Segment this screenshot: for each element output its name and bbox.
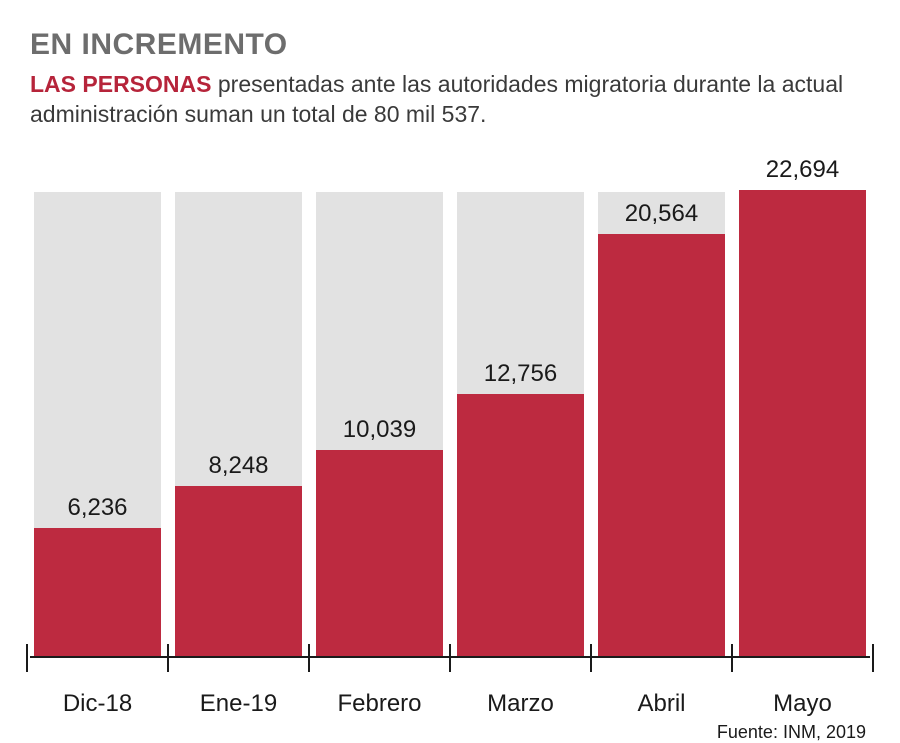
bar-fill: 12,756 bbox=[457, 394, 584, 656]
bar-column: 10,039 bbox=[316, 160, 443, 656]
bar-column: 6,236 bbox=[34, 160, 161, 656]
bar-column: 20,564 bbox=[598, 160, 725, 656]
bar-fill: 22,694 bbox=[739, 190, 866, 656]
bar-fill: 10,039 bbox=[316, 450, 443, 656]
bar-value-label: 20,564 bbox=[598, 200, 725, 234]
x-axis-label: Dic-18 bbox=[34, 690, 161, 718]
bar-column: 12,756 bbox=[457, 160, 584, 656]
axis-tick bbox=[590, 644, 592, 672]
x-axis-label: Mayo bbox=[739, 690, 866, 718]
axis-tick bbox=[731, 644, 733, 672]
bar-fill: 6,236 bbox=[34, 528, 161, 656]
bar-value-label: 22,694 bbox=[739, 156, 866, 190]
axis-tick bbox=[167, 644, 169, 672]
x-axis-labels: Dic-18 Ene-19 Febrero Marzo Abril Mayo bbox=[30, 690, 870, 718]
x-axis-label: Abril bbox=[598, 690, 725, 718]
x-axis-label: Ene-19 bbox=[175, 690, 302, 718]
bar-value-label: 12,756 bbox=[457, 360, 584, 394]
chart-title: EN INCREMENTO bbox=[30, 28, 870, 62]
axis-ticks bbox=[30, 658, 870, 684]
source-citation: Fuente: INM, 2019 bbox=[30, 722, 870, 743]
bar-fill: 20,564 bbox=[598, 234, 725, 656]
x-axis-label: Febrero bbox=[316, 690, 443, 718]
bar-value-label: 10,039 bbox=[316, 416, 443, 450]
axis-tick bbox=[449, 644, 451, 672]
plot-area: 6,2368,24810,03912,75620,56422,694 bbox=[30, 160, 870, 658]
bar-column: 22,694 bbox=[739, 160, 866, 656]
axis-tick bbox=[308, 644, 310, 672]
axis-tick bbox=[872, 644, 874, 672]
axis-tick bbox=[26, 644, 28, 672]
x-axis-label: Marzo bbox=[457, 690, 584, 718]
bar-column: 8,248 bbox=[175, 160, 302, 656]
subtitle-emphasis: LAS PERSONAS bbox=[30, 71, 211, 97]
bar-value-label: 8,248 bbox=[175, 452, 302, 486]
chart-container: 6,2368,24810,03912,75620,56422,694 Dic-1… bbox=[30, 160, 870, 718]
bar-value-label: 6,236 bbox=[34, 494, 161, 528]
bar-fill: 8,248 bbox=[175, 486, 302, 655]
chart-subtitle: LAS PERSONAS presentadas ante las autori… bbox=[30, 70, 870, 130]
